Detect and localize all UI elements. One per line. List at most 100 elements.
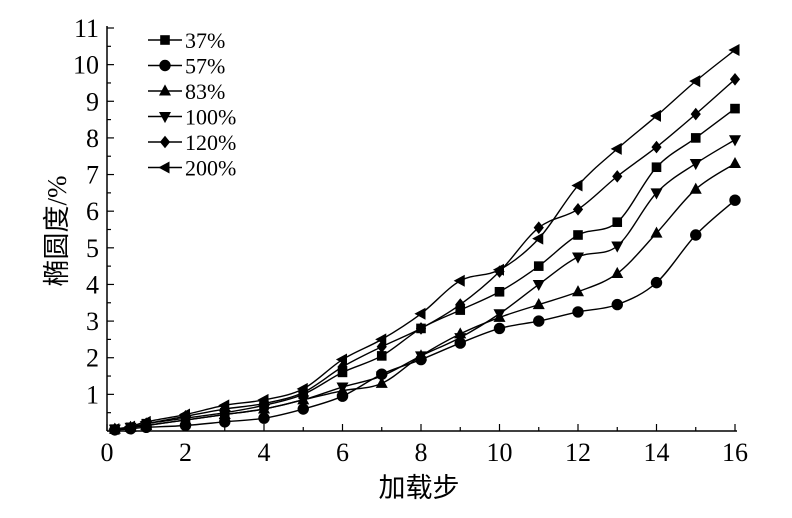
x-tick-label: 2 bbox=[179, 438, 192, 467]
triangle-left-marker bbox=[375, 333, 387, 346]
square-marker bbox=[730, 103, 740, 114]
diamond-marker bbox=[533, 221, 544, 234]
x-tick-label: 10 bbox=[487, 438, 513, 467]
legend-label: 57% bbox=[185, 54, 225, 79]
square-marker bbox=[160, 35, 170, 45]
square-marker bbox=[690, 133, 701, 143]
y-tick-label: 2 bbox=[86, 344, 99, 373]
legend: 37%57%83%100%120%200% bbox=[148, 28, 236, 181]
triangle-up-marker bbox=[650, 226, 663, 238]
y-tick-label: 10 bbox=[73, 51, 99, 80]
circle-marker bbox=[533, 315, 545, 327]
square-marker bbox=[573, 230, 583, 240]
legend-item: 57% bbox=[148, 54, 225, 79]
triangle-left-marker bbox=[257, 393, 269, 406]
triangle-left-marker bbox=[532, 232, 544, 245]
diamond-marker bbox=[729, 72, 741, 86]
x-tick-label: 12 bbox=[565, 438, 591, 467]
x-tick-label: 6 bbox=[336, 438, 349, 467]
triangle-down-marker bbox=[297, 395, 310, 407]
triangle-up-marker bbox=[729, 156, 741, 169]
circle-marker bbox=[729, 194, 741, 206]
y-tick-label: 6 bbox=[86, 197, 99, 226]
diamond-marker bbox=[159, 135, 171, 149]
triangle-left-marker bbox=[335, 353, 347, 366]
diamond-marker bbox=[415, 322, 427, 335]
x-tick-label: 4 bbox=[258, 438, 271, 467]
triangle-left-marker bbox=[178, 408, 190, 421]
triangle-down-marker bbox=[650, 188, 663, 200]
triangle-left-marker bbox=[123, 420, 136, 433]
circle-marker bbox=[258, 412, 270, 424]
legend-item: 37% bbox=[148, 28, 225, 53]
triangle-left-marker bbox=[728, 43, 740, 56]
triangle-left-marker bbox=[453, 274, 465, 287]
diamond-marker bbox=[455, 298, 466, 311]
triangle-left-marker bbox=[108, 423, 120, 436]
triangle-up-marker bbox=[159, 84, 171, 96]
series-group bbox=[108, 156, 741, 434]
y-tick-label: 9 bbox=[86, 87, 99, 116]
circle-marker bbox=[611, 298, 623, 311]
triangle-up-marker bbox=[611, 266, 624, 278]
diamond-marker bbox=[690, 107, 701, 121]
y-tick-label: 1 bbox=[86, 380, 99, 409]
square-marker bbox=[533, 261, 544, 271]
diamond-marker bbox=[612, 170, 623, 183]
triangle-down-marker bbox=[375, 371, 388, 383]
triangle-down-marker bbox=[532, 279, 545, 292]
y-tick-label: 5 bbox=[86, 234, 99, 263]
legend-label: 37% bbox=[185, 28, 225, 53]
triangle-up-marker bbox=[572, 285, 584, 297]
triangle-down-marker bbox=[258, 404, 270, 416]
series-line bbox=[114, 162, 736, 430]
legend-label: 200% bbox=[185, 156, 236, 181]
x-tick-label: 0 bbox=[101, 438, 114, 467]
triangle-down-marker bbox=[689, 159, 702, 171]
series-line bbox=[114, 139, 736, 430]
diamond-marker bbox=[572, 203, 584, 216]
square-marker bbox=[651, 162, 662, 173]
triangle-left-marker bbox=[492, 263, 504, 276]
triangle-down-marker bbox=[415, 351, 427, 363]
y-axis-title: 椭圆度/% bbox=[42, 176, 72, 287]
triangle-left-marker bbox=[649, 109, 661, 122]
square-marker bbox=[376, 351, 387, 361]
diamond-marker bbox=[651, 140, 662, 154]
x-tick-label: 8 bbox=[415, 438, 428, 467]
y-tick-label: 4 bbox=[86, 270, 99, 299]
legend-label: 120% bbox=[185, 130, 236, 155]
series-group bbox=[108, 43, 740, 436]
triangle-down-marker bbox=[493, 309, 506, 321]
triangle-left-marker bbox=[296, 382, 308, 395]
triangle-left-marker bbox=[414, 307, 426, 320]
legend-label: 100% bbox=[185, 105, 236, 130]
triangle-down-marker bbox=[611, 241, 624, 253]
triangle-down-marker bbox=[336, 382, 349, 394]
y-tick-label: 8 bbox=[86, 124, 99, 153]
triangle-left-marker bbox=[571, 179, 583, 192]
triangle-up-marker bbox=[689, 182, 702, 194]
legend-item: 120% bbox=[148, 130, 236, 155]
circle-marker bbox=[690, 229, 702, 241]
triangle-down-marker bbox=[454, 333, 467, 345]
legend-label: 83% bbox=[185, 79, 225, 104]
circle-marker bbox=[159, 59, 171, 72]
triangle-left-marker bbox=[139, 415, 151, 428]
diamond-marker bbox=[219, 402, 230, 416]
triangle-down-marker bbox=[729, 135, 741, 147]
triangle-up-marker bbox=[532, 298, 545, 310]
square-marker bbox=[494, 286, 505, 297]
circle-marker bbox=[297, 403, 309, 415]
triangle-down-marker bbox=[218, 410, 231, 422]
x-tick-label: 16 bbox=[722, 438, 748, 467]
triangle-down-marker bbox=[159, 112, 171, 124]
legend-item: 200% bbox=[148, 156, 236, 181]
triangle-down-marker bbox=[572, 252, 584, 264]
legend-item: 83% bbox=[148, 79, 225, 104]
y-tick-label: 3 bbox=[86, 307, 99, 336]
y-tick-label: 11 bbox=[74, 14, 99, 43]
